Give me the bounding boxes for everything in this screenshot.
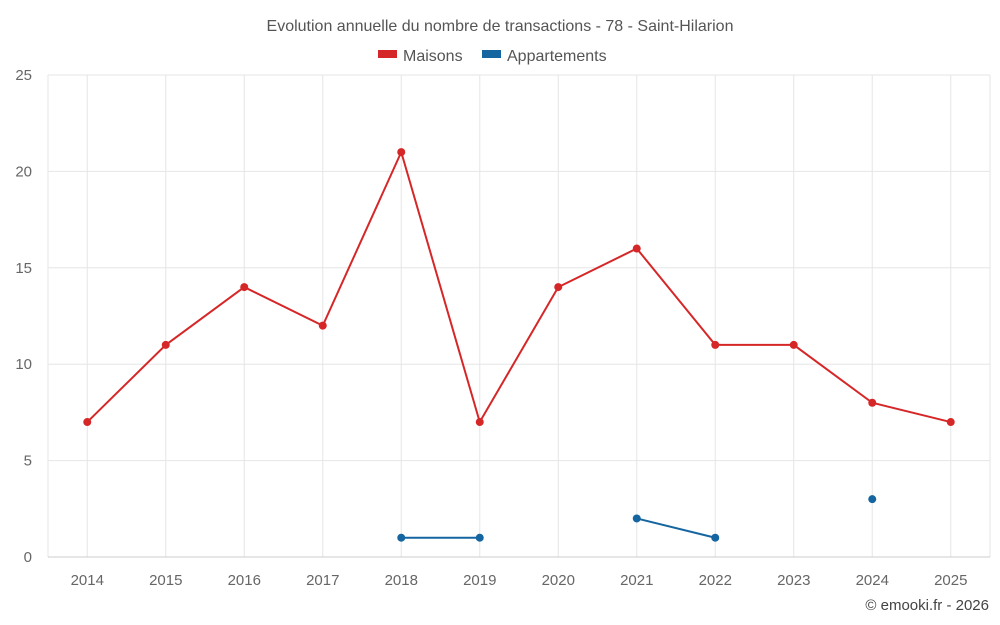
- series: [83, 148, 955, 542]
- data-point[interactable]: [711, 340, 720, 349]
- data-point[interactable]: [789, 340, 798, 349]
- data-point[interactable]: [632, 514, 641, 523]
- y-tick-label: 10: [15, 356, 32, 373]
- legend: Maisons Appartements: [378, 48, 607, 65]
- data-point[interactable]: [83, 418, 92, 427]
- legend-swatch-appartements: [482, 50, 501, 58]
- y-tick-label: 5: [24, 453, 32, 470]
- data-point[interactable]: [397, 148, 406, 157]
- x-tick-label: 2021: [620, 572, 653, 589]
- x-tick-label: 2019: [463, 572, 496, 589]
- grid: [47, 74, 991, 557]
- data-point[interactable]: [554, 283, 563, 292]
- data-point[interactable]: [632, 244, 641, 253]
- data-point[interactable]: [868, 495, 877, 504]
- data-point[interactable]: [318, 321, 327, 330]
- x-tick-label: 2025: [934, 572, 967, 589]
- series-maisons: [83, 148, 955, 427]
- x-tick-label: 2016: [228, 572, 261, 589]
- credit-text: © emooki.fr - 2026: [865, 597, 989, 614]
- x-tick-label: 2023: [777, 572, 810, 589]
- x-tick-label: 2014: [71, 572, 104, 589]
- data-point[interactable]: [475, 418, 484, 427]
- legend-swatch-maisons: [378, 50, 397, 58]
- series-line: [636, 517, 716, 539]
- x-tick-label: 2017: [306, 572, 339, 589]
- data-point[interactable]: [397, 533, 406, 542]
- y-tick-label: 25: [15, 67, 32, 84]
- data-point[interactable]: [868, 398, 877, 407]
- data-point[interactable]: [161, 340, 170, 349]
- x-tick-label: 2024: [856, 572, 889, 589]
- series-appartements: [397, 495, 877, 542]
- chart-title: Evolution annuelle du nombre de transact…: [267, 18, 734, 35]
- y-tick-label: 15: [15, 260, 32, 277]
- series-line: [86, 149, 951, 425]
- legend-label-appartements[interactable]: Appartements: [507, 48, 607, 65]
- data-point[interactable]: [946, 418, 955, 427]
- data-point[interactable]: [240, 283, 249, 292]
- data-point[interactable]: [475, 533, 484, 542]
- x-tick-label: 2022: [699, 572, 732, 589]
- y-tick-label: 0: [24, 549, 32, 566]
- y-tick-label: 20: [15, 163, 32, 180]
- x-tick-label: 2015: [149, 572, 182, 589]
- legend-label-maisons[interactable]: Maisons: [403, 48, 463, 65]
- data-point[interactable]: [711, 533, 720, 542]
- x-tick-label: 2018: [385, 572, 418, 589]
- x-tick-label: 2020: [542, 572, 575, 589]
